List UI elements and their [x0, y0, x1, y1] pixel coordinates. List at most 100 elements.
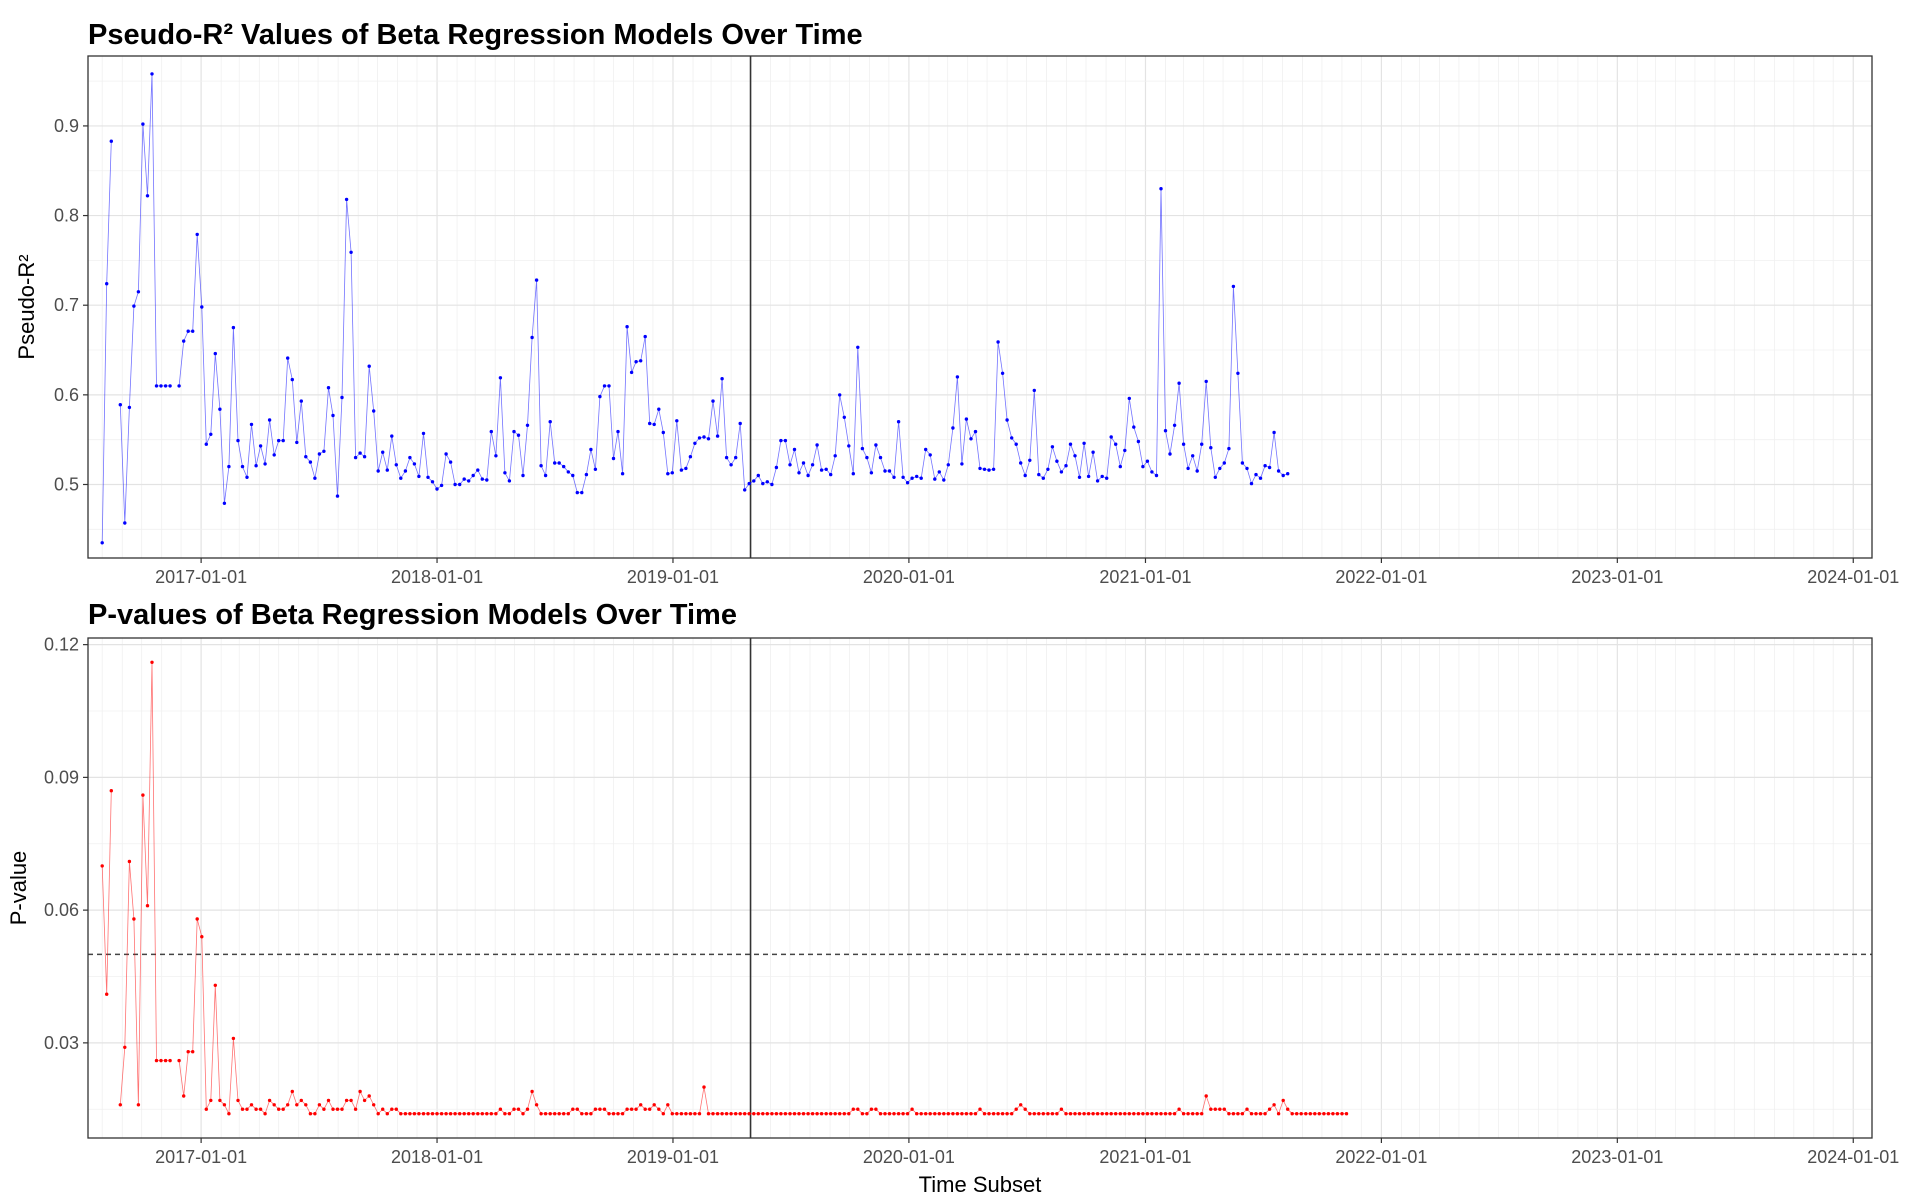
data-point — [281, 438, 285, 443]
data-point — [480, 477, 484, 481]
data-point — [394, 463, 398, 467]
data-point — [869, 471, 874, 475]
data-point — [616, 1112, 620, 1116]
data-point — [910, 1107, 914, 1111]
data-point — [448, 1112, 453, 1116]
data-point — [964, 1112, 969, 1116]
data-point — [996, 1112, 1000, 1116]
data-point — [838, 393, 842, 397]
data-point — [1059, 1107, 1064, 1111]
data-point — [1114, 442, 1118, 446]
data-point — [648, 1107, 652, 1111]
data-point — [711, 1112, 715, 1116]
data-point — [412, 462, 417, 466]
data-point — [1032, 388, 1037, 393]
data-point — [675, 419, 679, 423]
data-point — [639, 359, 643, 363]
data-point — [1340, 1112, 1344, 1116]
data-point — [227, 464, 231, 469]
data-point — [747, 481, 751, 486]
data-point — [399, 476, 403, 480]
data-point — [507, 1112, 512, 1116]
data-point — [417, 1112, 421, 1116]
data-point — [788, 1112, 792, 1116]
data-point — [611, 1112, 616, 1116]
data-point — [1127, 1112, 1132, 1116]
data-point — [435, 487, 439, 491]
data-point — [281, 1107, 285, 1111]
data-point — [1335, 1112, 1340, 1116]
data-point — [1231, 1112, 1236, 1116]
data-point — [200, 305, 204, 309]
data-point — [408, 455, 412, 460]
data-point — [693, 1112, 697, 1116]
data-point — [1304, 1112, 1308, 1116]
data-point — [842, 415, 846, 419]
data-point — [566, 1112, 570, 1116]
data-point — [734, 455, 738, 460]
data-point — [100, 864, 104, 868]
data-point — [494, 1112, 498, 1116]
x-tick-label: 2024-01-01 — [1807, 1147, 1899, 1167]
data-point — [1245, 466, 1249, 471]
data-point — [851, 1107, 855, 1111]
data-point — [1213, 1107, 1218, 1111]
data-point — [485, 1112, 489, 1116]
data-point — [227, 1112, 231, 1116]
data-point — [467, 1112, 471, 1116]
data-point — [381, 450, 385, 454]
data-point — [213, 983, 217, 987]
data-point — [191, 1050, 195, 1054]
data-point — [258, 1107, 263, 1111]
data-point — [390, 1107, 394, 1111]
data-point — [955, 1112, 960, 1116]
data-point — [770, 482, 774, 487]
data-point — [648, 421, 652, 426]
data-point — [1159, 187, 1163, 191]
data-point — [738, 1112, 742, 1116]
x-tick-label: 2021-01-01 — [1099, 1147, 1191, 1167]
data-point — [1181, 442, 1186, 446]
data-point — [883, 469, 887, 473]
x-tick-label: 2020-01-01 — [863, 1147, 955, 1167]
data-point — [715, 434, 720, 438]
data-point — [629, 370, 634, 375]
data-point — [1082, 441, 1086, 445]
data-point — [797, 471, 801, 475]
data-point — [277, 438, 281, 443]
data-point — [150, 660, 154, 664]
data-point — [779, 1112, 783, 1116]
data-point — [878, 1112, 883, 1116]
data-point — [1186, 1112, 1190, 1116]
data-point — [1019, 461, 1023, 465]
data-point — [1276, 469, 1281, 473]
data-point — [163, 1058, 168, 1063]
data-point — [340, 395, 344, 400]
data-point — [1200, 442, 1204, 446]
data-point — [516, 433, 521, 437]
x-tick-label: 2018-01-01 — [391, 1147, 483, 1167]
data-point — [317, 1103, 322, 1107]
data-point — [824, 1112, 828, 1116]
data-point — [1240, 1112, 1245, 1116]
data-point — [521, 1112, 525, 1116]
data-point — [693, 441, 697, 445]
data-point — [865, 455, 869, 460]
data-point — [1322, 1112, 1326, 1116]
data-point — [100, 541, 104, 545]
data-point — [1000, 1112, 1005, 1116]
data-point — [1132, 425, 1136, 429]
data-point — [326, 1098, 331, 1103]
data-point — [553, 1112, 557, 1116]
data-point — [810, 1112, 815, 1116]
data-point — [743, 1112, 747, 1116]
data-point — [376, 469, 380, 473]
data-point — [652, 422, 656, 427]
data-point — [634, 360, 638, 364]
data-point — [1109, 1112, 1113, 1116]
data-point — [1019, 1103, 1023, 1107]
data-point — [806, 1112, 810, 1116]
data-point — [1254, 1112, 1258, 1116]
data-point — [485, 478, 489, 482]
data-point — [706, 437, 711, 441]
